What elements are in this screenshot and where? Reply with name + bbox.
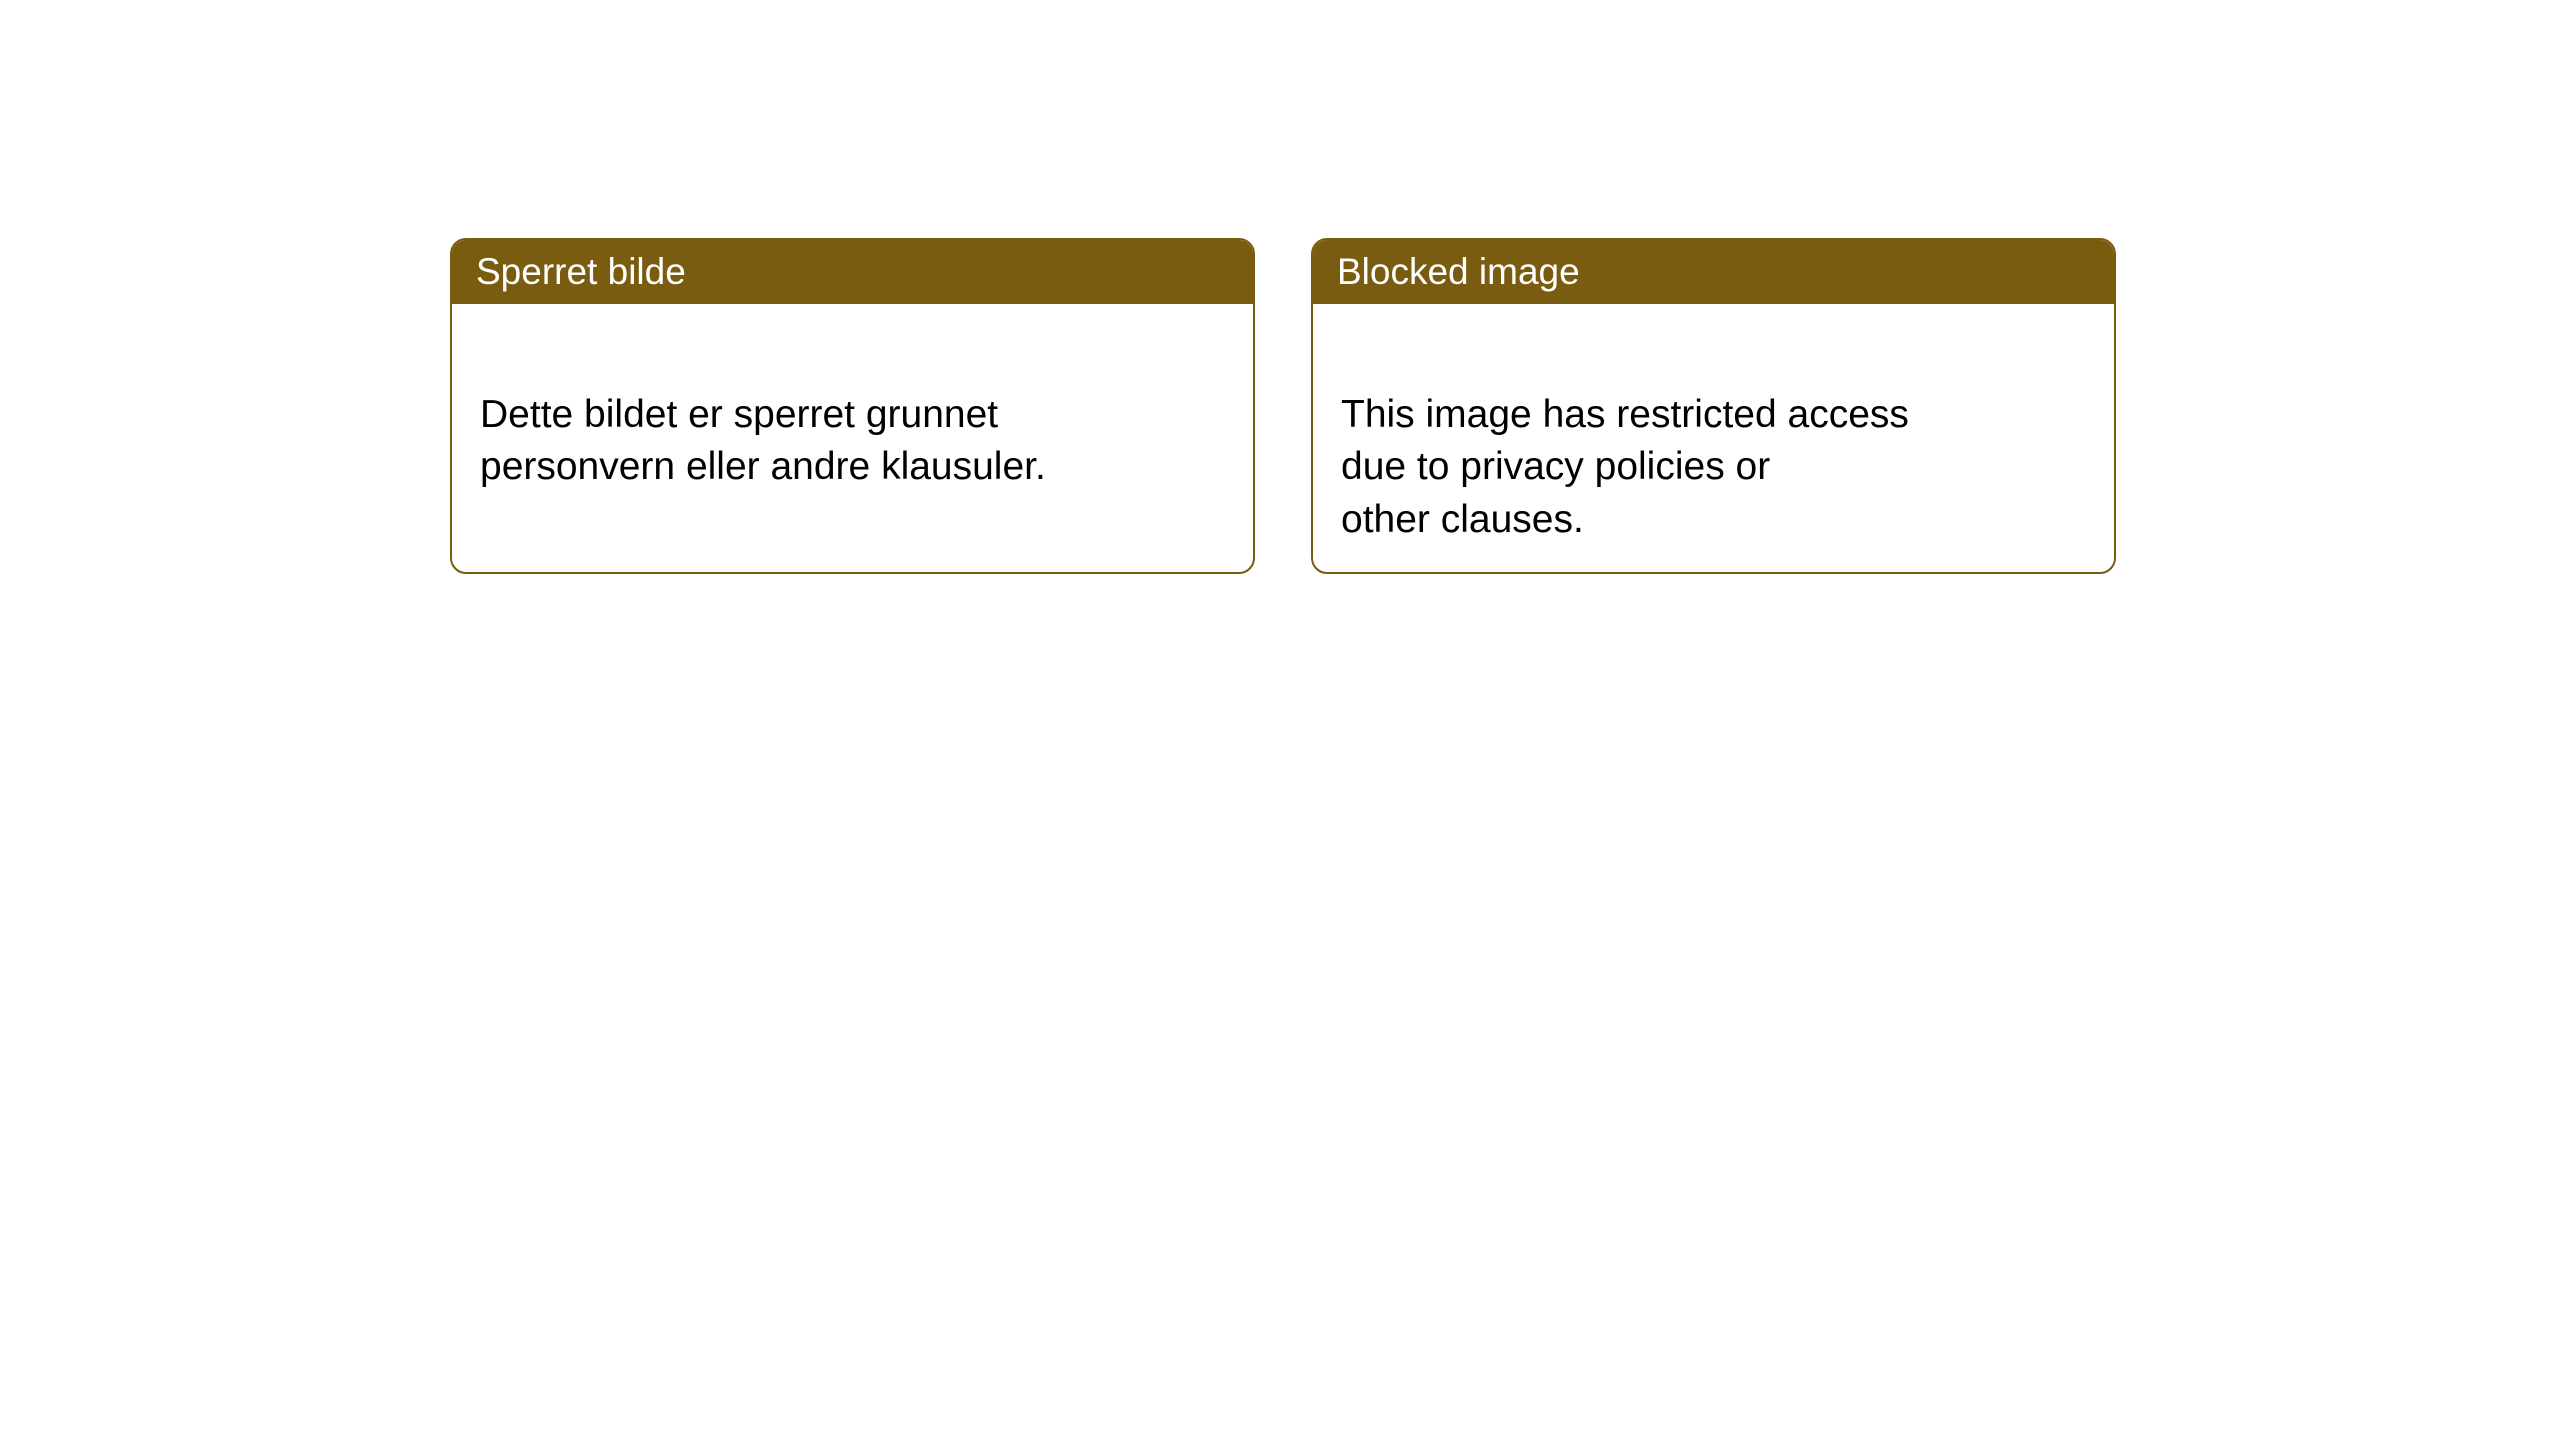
notice-body: This image has restricted access due to … <box>1313 304 2114 574</box>
notice-title: Blocked image <box>1337 251 1580 292</box>
notice-body: Dette bildet er sperret grunnet personve… <box>452 304 1253 526</box>
notice-title: Sperret bilde <box>476 251 686 292</box>
notice-card-english: Blocked image This image has restricted … <box>1311 238 2116 574</box>
notice-header: Blocked image <box>1313 240 2114 304</box>
notice-header: Sperret bilde <box>452 240 1253 304</box>
notice-container: Sperret bilde Dette bildet er sperret gr… <box>0 0 2560 574</box>
notice-body-text: This image has restricted access due to … <box>1341 393 1909 541</box>
notice-card-norwegian: Sperret bilde Dette bildet er sperret gr… <box>450 238 1255 574</box>
notice-body-text: Dette bildet er sperret grunnet personve… <box>480 393 1046 489</box>
